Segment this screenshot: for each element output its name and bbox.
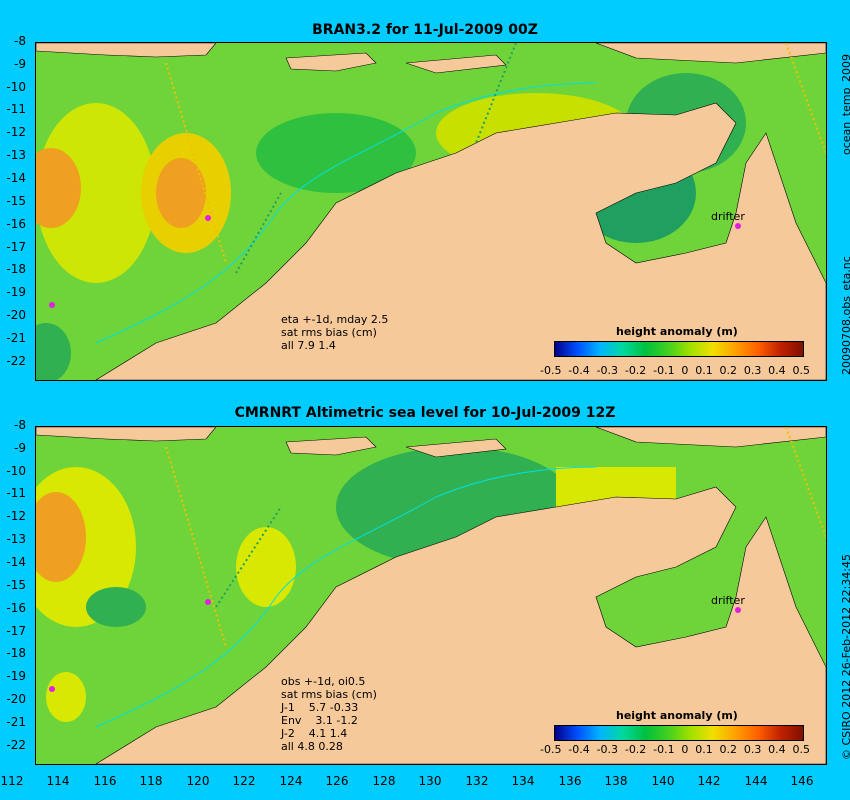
x-tick: 138 [604,774,628,788]
x-tick: 130 [418,774,442,788]
colorbar-ticks-top: -0.5 -0.4 -0.3 -0.2 -0.1 0 0.1 0.2 0.3 0… [540,364,810,377]
colorbar-ticks-bottom: -0.5 -0.4 -0.3 -0.2 -0.1 0 0.1 0.2 0.3 0… [540,743,810,756]
cb-tick: 0.5 [792,364,810,377]
y-tick: -10 [6,80,26,94]
x-tick: 142 [697,774,721,788]
y-tick: -16 [6,217,26,231]
x-tick: 122 [232,774,256,788]
cb-tick: 0.4 [768,743,786,756]
y-tick: -19 [6,285,26,299]
y-tick: -15 [6,194,26,208]
cb-tick: -0.2 [624,743,647,756]
x-tick: 144 [744,774,768,788]
side-label-top: 20090708.obs_eta.nc [840,256,850,375]
cb-tick: -0.1 [653,743,675,756]
x-tick: 136 [558,774,582,788]
map-panel-top: height anomaly (m) eta +-1d, mday 2.5 sa… [35,42,827,381]
x-tick: 120 [186,774,210,788]
panel-1-title: BRAN3.2 for 11-Jul-2009 00Z [312,22,538,38]
annotation-bottom: obs +-1d, oi0.5 sat rms bias (cm) J-1 5.… [281,675,377,753]
cb-tick: 0.4 [768,364,786,377]
cb-tick: -0.5 [540,364,562,377]
panel-2-title: CMRNRT Altimetric sea level for 10-Jul-2… [234,405,616,421]
y-tick: -22 [6,354,26,368]
colorbar-bottom [554,725,804,741]
cb-tick: -0.1 [653,364,675,377]
x-tick: 114 [46,774,70,788]
x-tick: 132 [465,774,489,788]
cb-tick: 0.2 [719,743,738,756]
y-tick: -14 [6,171,26,185]
y-tick: -9 [14,57,26,71]
drifter-label-top: drifter [711,210,745,223]
y-tick: -9 [14,441,26,455]
y-tick: -8 [14,418,26,432]
y-tick: -12 [6,509,26,523]
y-tick: -13 [6,532,26,546]
cb-tick: -0.5 [540,743,562,756]
y-tick: -15 [6,578,26,592]
cb-tick: 0.1 [695,364,713,377]
cb-tick: 0.2 [719,364,738,377]
y-tick: -17 [6,240,26,254]
y-tick: -10 [6,464,26,478]
side-label-top-upper: ocean_temp_2009 [840,53,850,155]
x-tick: 128 [372,774,396,788]
y-tick: -19 [6,669,26,683]
y-tick: -11 [6,102,26,116]
y-tick: -17 [6,624,26,638]
y-tick: -14 [6,555,26,569]
cb-tick: -0.2 [624,364,647,377]
cb-tick: 0.1 [695,743,713,756]
y-tick: -8 [14,34,26,48]
y-tick: -13 [6,148,26,162]
annotation-top: eta +-1d, mday 2.5 sat rms bias (cm) all… [281,313,389,352]
cb-tick: 0.3 [743,743,762,756]
cb-tick: 0.5 [792,743,810,756]
y-tick: -20 [6,308,26,322]
colorbar-top [554,341,804,357]
cb-tick: -0.3 [596,364,619,377]
y-tick: -12 [6,125,26,139]
x-tick: 134 [511,774,535,788]
drifter-label-bottom: drifter [711,594,745,607]
x-tick: 146 [790,774,814,788]
y-tick: -20 [6,692,26,706]
map-bottom-svg [36,427,826,764]
cb-tick: -0.4 [568,364,590,377]
map-top-svg [36,43,826,380]
y-tick: -18 [6,646,26,660]
cb-tick: 0.3 [743,364,762,377]
y-tick: -22 [6,738,26,752]
map-panel-bottom: height anomaly (m) obs +-1d, oi0.5 sat r… [35,426,827,765]
cb-tick: 0 [681,364,689,377]
y-tick: -18 [6,262,26,276]
cb-tick: 0 [681,743,689,756]
cb-tick: -0.3 [596,743,619,756]
x-tick: 126 [325,774,349,788]
side-label-bottom: © CSIRO 2012 26-Feb-2012 22:34:45 [840,554,850,760]
colorbar-title-bottom: height anomaly (m) [616,709,738,722]
y-tick: -16 [6,601,26,615]
x-tick: 112 [0,774,24,788]
y-tick: -11 [6,486,26,500]
x-tick: 118 [139,774,163,788]
x-tick: 140 [651,774,675,788]
cb-tick: -0.4 [568,743,590,756]
x-tick: 116 [93,774,117,788]
colorbar-title-top: height anomaly (m) [616,325,738,338]
y-tick: -21 [6,331,26,345]
x-tick: 124 [279,774,303,788]
y-tick: -21 [6,715,26,729]
